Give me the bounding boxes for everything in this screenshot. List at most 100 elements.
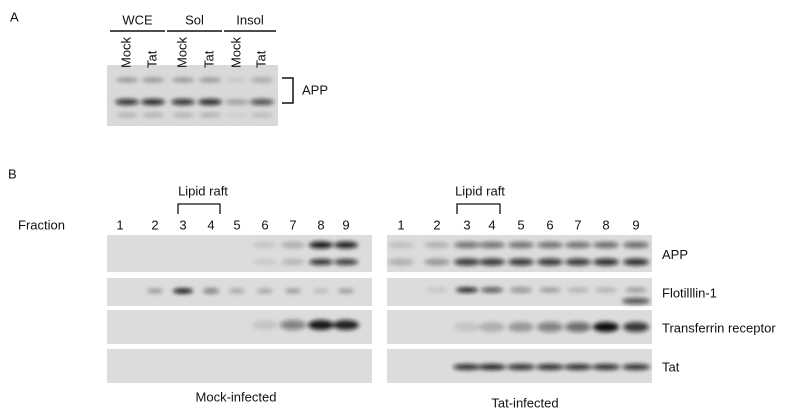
band bbox=[333, 320, 359, 330]
band bbox=[567, 287, 589, 293]
band bbox=[388, 242, 414, 248]
fraction-number: 3 bbox=[463, 217, 470, 232]
band bbox=[623, 322, 649, 332]
band bbox=[481, 287, 503, 293]
fraction-label: Fraction bbox=[18, 217, 65, 232]
band bbox=[593, 242, 619, 248]
band bbox=[226, 113, 248, 117]
fraction-number: 8 bbox=[317, 217, 324, 232]
band bbox=[592, 364, 620, 370]
band bbox=[508, 322, 534, 332]
band bbox=[537, 322, 563, 332]
band bbox=[454, 258, 480, 266]
band bbox=[309, 259, 333, 265]
band bbox=[479, 242, 505, 248]
band bbox=[510, 287, 532, 293]
lipid-raft-label: Lipid raft bbox=[178, 183, 228, 198]
band bbox=[225, 99, 249, 105]
band bbox=[456, 287, 478, 293]
lane-label: Tat bbox=[253, 50, 268, 68]
band bbox=[199, 113, 221, 117]
protein-label: Transferrin receptor bbox=[662, 320, 776, 335]
band bbox=[251, 77, 273, 83]
panel-label: B bbox=[8, 166, 17, 181]
band bbox=[453, 364, 481, 370]
band bbox=[173, 288, 193, 294]
band bbox=[508, 242, 534, 248]
band bbox=[426, 287, 448, 293]
fraction-number: 5 bbox=[233, 217, 240, 232]
bracket bbox=[282, 77, 294, 104]
group-label: WCE bbox=[122, 12, 153, 27]
band bbox=[564, 364, 592, 370]
band bbox=[565, 322, 591, 332]
band bbox=[116, 77, 138, 83]
band bbox=[281, 241, 305, 249]
band bbox=[565, 242, 591, 248]
band bbox=[280, 320, 306, 330]
band bbox=[253, 241, 277, 249]
band bbox=[625, 287, 647, 293]
lipid-raft-label: Lipid raft bbox=[455, 183, 505, 198]
fraction-number: 6 bbox=[546, 217, 553, 232]
lane-label: Mock bbox=[228, 36, 243, 68]
blot-caption: Tat-infected bbox=[491, 395, 558, 410]
band bbox=[229, 288, 245, 294]
band bbox=[309, 241, 333, 249]
band bbox=[251, 113, 273, 117]
fraction-number: 1 bbox=[116, 217, 123, 232]
fraction-number: 2 bbox=[433, 217, 440, 232]
band bbox=[424, 258, 450, 266]
fraction-number: 7 bbox=[289, 217, 296, 232]
protein-label: Tat bbox=[662, 359, 680, 374]
band bbox=[198, 99, 222, 105]
fraction-number: 2 bbox=[151, 217, 158, 232]
band bbox=[479, 258, 505, 266]
band bbox=[622, 298, 650, 304]
group-label: Sol bbox=[185, 12, 204, 27]
band bbox=[199, 77, 221, 83]
bands bbox=[115, 77, 650, 370]
band bbox=[536, 364, 564, 370]
fraction-number: 5 bbox=[517, 217, 524, 232]
band bbox=[172, 113, 194, 117]
band bbox=[250, 99, 274, 105]
fraction-number: 4 bbox=[488, 217, 495, 232]
blot bbox=[107, 65, 278, 126]
band bbox=[539, 287, 561, 293]
band bbox=[226, 77, 248, 83]
band bbox=[334, 259, 358, 265]
band bbox=[595, 287, 617, 293]
band bbox=[281, 259, 305, 265]
band bbox=[454, 242, 480, 248]
band bbox=[479, 322, 505, 332]
blot-caption: Mock-infected bbox=[196, 389, 277, 404]
band bbox=[141, 99, 165, 105]
band bbox=[623, 258, 649, 266]
band bbox=[537, 242, 563, 248]
protein-label: Flotilllin-1 bbox=[662, 285, 717, 300]
band bbox=[171, 99, 195, 105]
lane-label: Tat bbox=[144, 50, 159, 68]
bracket bbox=[177, 203, 221, 214]
lane-label: Tat bbox=[201, 50, 216, 68]
band bbox=[116, 113, 138, 117]
blot bbox=[387, 235, 652, 272]
band bbox=[388, 258, 414, 266]
band bbox=[285, 288, 301, 294]
protein-label: APP bbox=[662, 247, 688, 262]
band bbox=[623, 242, 649, 248]
fraction-number: 3 bbox=[179, 217, 186, 232]
band bbox=[257, 288, 273, 294]
band bbox=[115, 99, 139, 105]
band bbox=[308, 320, 334, 330]
blot bbox=[107, 235, 372, 272]
band bbox=[593, 258, 619, 266]
blot bbox=[107, 349, 372, 383]
band bbox=[147, 288, 163, 294]
bracket bbox=[456, 203, 501, 214]
band bbox=[172, 77, 194, 83]
lane-label: Mock bbox=[174, 36, 189, 68]
